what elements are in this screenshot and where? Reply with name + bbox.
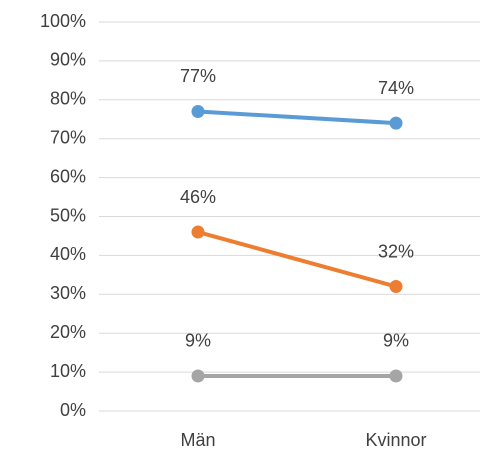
data-label: 32% [378, 241, 414, 261]
y-tick-label: 20% [50, 322, 86, 342]
data-label: 9% [185, 331, 211, 351]
data-label: 77% [180, 66, 216, 86]
data-label: 46% [180, 187, 216, 207]
data-point [191, 104, 205, 118]
y-tick-label: 10% [50, 361, 86, 381]
y-tick-label: 30% [50, 283, 86, 303]
series-line [196, 230, 398, 289]
data-point [191, 225, 205, 239]
series-line [196, 109, 398, 126]
y-tick-label: 0% [60, 400, 86, 420]
data-label: 74% [378, 78, 414, 98]
y-tick-label: 50% [50, 205, 86, 225]
y-tick-label: 70% [50, 127, 86, 147]
data-point [389, 369, 403, 383]
y-tick-label: 40% [50, 244, 86, 264]
y-tick-label: 90% [50, 50, 86, 70]
data-point [191, 369, 205, 383]
x-tick-label: Män [180, 430, 215, 450]
x-tick-label: Kvinnor [365, 430, 426, 450]
data-label: 9% [383, 331, 409, 351]
y-tick-label: 80% [50, 89, 86, 109]
y-tick-label: 60% [50, 166, 86, 186]
y-tick-label: 100% [40, 11, 86, 31]
data-point [389, 116, 403, 130]
data-point [389, 280, 403, 294]
